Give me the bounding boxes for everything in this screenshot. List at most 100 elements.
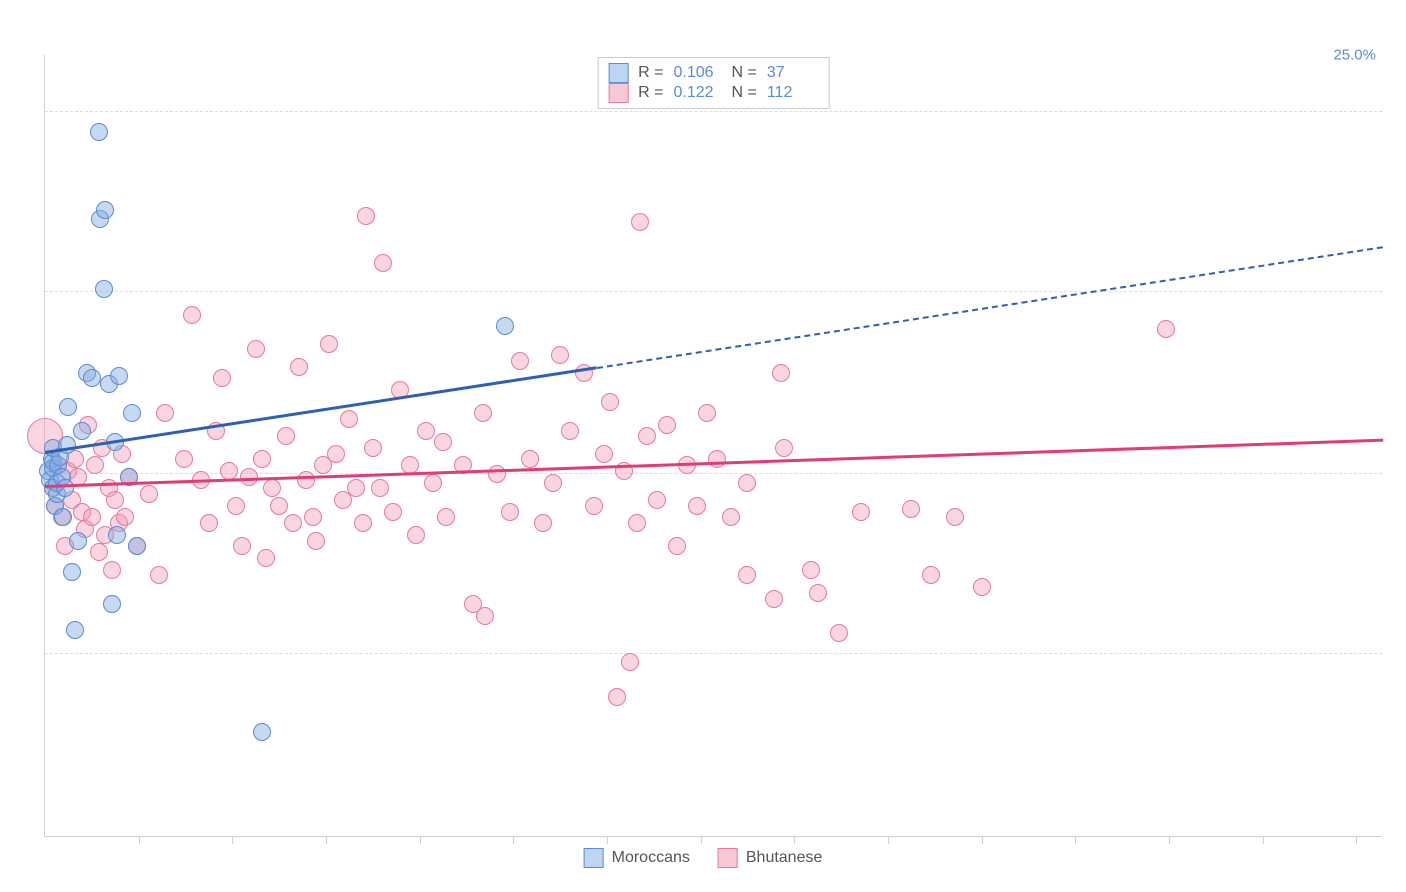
x-tick: [513, 836, 514, 844]
data-point-moroccans: [496, 317, 514, 335]
data-point-bhutanese: [521, 450, 539, 468]
data-point-bhutanese: [263, 479, 281, 497]
data-point-bhutanese: [86, 456, 104, 474]
data-point-bhutanese: [638, 427, 656, 445]
data-point-bhutanese: [371, 479, 389, 497]
legend-label: Moroccans: [612, 849, 690, 867]
data-point-bhutanese: [347, 479, 365, 497]
data-point-bhutanese: [200, 514, 218, 532]
data-point-moroccans: [83, 369, 101, 387]
grid-line: [45, 111, 1382, 112]
data-point-bhutanese: [90, 543, 108, 561]
data-point-bhutanese: [247, 340, 265, 358]
data-point-bhutanese: [227, 497, 245, 515]
data-point-bhutanese: [257, 549, 275, 567]
data-point-bhutanese: [922, 566, 940, 584]
data-point-bhutanese: [561, 422, 579, 440]
data-point-bhutanese: [277, 427, 295, 445]
data-point-bhutanese: [648, 491, 666, 509]
x-tick: [607, 836, 608, 844]
data-point-bhutanese: [340, 410, 358, 428]
data-point-moroccans: [73, 422, 91, 440]
data-point-bhutanese: [1157, 320, 1175, 338]
data-point-moroccans: [66, 621, 84, 639]
data-point-bhutanese: [621, 653, 639, 671]
data-point-moroccans: [253, 723, 271, 741]
data-point-bhutanese: [354, 514, 372, 532]
data-point-bhutanese: [290, 358, 308, 376]
legend-swatch: [608, 83, 628, 103]
data-point-bhutanese: [437, 508, 455, 526]
data-point-bhutanese: [973, 578, 991, 596]
data-point-bhutanese: [357, 207, 375, 225]
data-point-bhutanese: [544, 474, 562, 492]
legend-stats: R =0.106N =37R = 0.122 N = 112: [597, 57, 830, 109]
data-point-bhutanese: [551, 346, 569, 364]
plot-area: R =0.106N =37R =0.122N =112 6.3%12.5%18.…: [44, 55, 1382, 837]
data-point-bhutanese: [374, 254, 392, 272]
chart-container: R =0.106N =37R =0.122N =112 6.3%12.5%18.…: [14, 55, 1392, 882]
data-point-bhutanese: [384, 503, 402, 521]
data-point-bhutanese: [595, 445, 613, 463]
data-point-moroccans: [63, 563, 81, 581]
legend-r-label: R =: [638, 84, 663, 102]
data-point-bhutanese: [270, 497, 288, 515]
x-tick: [232, 836, 233, 844]
data-point-bhutanese: [946, 508, 964, 526]
data-point-bhutanese: [698, 404, 716, 422]
data-point-bhutanese: [407, 526, 425, 544]
data-point-moroccans: [123, 404, 141, 422]
data-point-bhutanese: [708, 450, 726, 468]
trend-line-bhutanese: [45, 439, 1383, 488]
data-point-bhutanese: [116, 508, 134, 526]
x-tick: [1356, 836, 1357, 844]
data-point-bhutanese: [83, 508, 101, 526]
x-tick: [1169, 836, 1170, 844]
data-point-bhutanese: [213, 369, 231, 387]
data-point-bhutanese: [765, 590, 783, 608]
data-point-bhutanese: [327, 445, 345, 463]
y-tick-label: 25.0%: [1333, 47, 1376, 104]
data-point-bhutanese: [150, 566, 168, 584]
data-point-moroccans: [90, 123, 108, 141]
trend-line-moroccans-dashed: [597, 246, 1383, 369]
data-point-bhutanese: [775, 439, 793, 457]
legend-series: Moroccans Bhutanese: [584, 848, 823, 868]
data-point-moroccans: [110, 367, 128, 385]
data-point-bhutanese: [802, 561, 820, 579]
data-point-bhutanese: [608, 688, 626, 706]
data-point-bhutanese: [434, 433, 452, 451]
data-point-moroccans: [103, 595, 121, 613]
data-point-moroccans: [69, 532, 87, 550]
data-point-moroccans: [128, 537, 146, 555]
data-point-bhutanese: [772, 364, 790, 382]
legend-n-label: N =: [732, 64, 757, 82]
data-point-bhutanese: [738, 474, 756, 492]
legend-item: Bhutanese: [718, 848, 823, 868]
data-point-bhutanese: [320, 335, 338, 353]
legend-swatch: [608, 63, 628, 83]
data-point-bhutanese: [738, 566, 756, 584]
x-tick: [326, 836, 327, 844]
data-point-bhutanese: [688, 497, 706, 515]
data-point-moroccans: [96, 201, 114, 219]
data-point-moroccans: [108, 526, 126, 544]
data-point-bhutanese: [175, 450, 193, 468]
data-point-bhutanese: [722, 508, 740, 526]
data-point-bhutanese: [852, 503, 870, 521]
legend-r-value: 0.122: [674, 84, 722, 102]
data-point-bhutanese: [501, 503, 519, 521]
legend-n-value: 112: [767, 84, 815, 102]
legend-n-label: N =: [732, 84, 757, 102]
data-point-bhutanese: [809, 584, 827, 602]
data-point-bhutanese: [488, 465, 506, 483]
legend-stat-row: R =0.106N =37: [608, 63, 815, 83]
data-point-bhutanese: [284, 514, 302, 532]
data-point-moroccans: [56, 479, 74, 497]
data-point-bhutanese: [364, 439, 382, 457]
x-tick: [139, 836, 140, 844]
data-point-bhutanese: [417, 422, 435, 440]
data-point-bhutanese: [156, 404, 174, 422]
data-point-bhutanese: [830, 624, 848, 642]
legend-swatch: [718, 848, 738, 868]
